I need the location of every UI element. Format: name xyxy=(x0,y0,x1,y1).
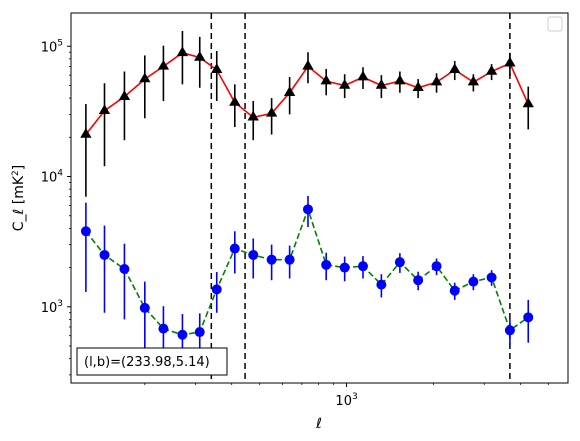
data-point xyxy=(468,276,479,287)
data-point xyxy=(449,285,460,296)
data-point xyxy=(139,302,150,313)
data-point xyxy=(139,72,151,83)
data-point xyxy=(320,74,332,85)
data-point xyxy=(119,264,130,275)
data-point xyxy=(523,312,534,323)
data-point xyxy=(80,128,92,138)
data-point xyxy=(99,249,110,260)
data-point xyxy=(194,50,206,61)
x-axis-label: ℓ xyxy=(315,416,322,432)
data-point xyxy=(431,261,442,272)
data-point xyxy=(394,74,406,85)
data-point xyxy=(504,56,516,67)
data-point xyxy=(284,254,295,265)
series-1 xyxy=(80,30,534,197)
data-point xyxy=(449,63,461,74)
data-point xyxy=(376,279,387,290)
data-point xyxy=(394,257,405,268)
y-tick-label: 104 xyxy=(41,169,64,186)
legend-box xyxy=(547,16,563,32)
data-point xyxy=(158,323,169,334)
data-point xyxy=(118,90,131,100)
data-point xyxy=(485,65,498,75)
plot-frame xyxy=(70,12,569,384)
y-tick-label: 103 xyxy=(41,299,63,316)
data-point xyxy=(211,284,222,295)
data-point xyxy=(229,243,240,254)
data-point xyxy=(486,272,497,283)
data-point xyxy=(80,226,91,237)
y-tick-label: 105 xyxy=(41,38,63,55)
data-point xyxy=(302,59,314,70)
data-point xyxy=(321,259,332,270)
data-point xyxy=(413,275,424,286)
data-point xyxy=(265,106,278,117)
data-point xyxy=(412,81,424,92)
data-point xyxy=(283,86,296,96)
x-tick-label: 103 xyxy=(335,392,357,409)
data-point xyxy=(157,59,170,70)
data-point xyxy=(194,327,205,338)
data-point xyxy=(375,78,388,89)
data-point xyxy=(504,325,515,336)
tick-layer: 103 104 105 103 xyxy=(41,38,549,409)
data-point xyxy=(176,46,189,57)
data-point xyxy=(247,110,259,121)
data-point xyxy=(522,97,534,108)
data-point xyxy=(357,70,369,81)
data-point xyxy=(339,262,350,273)
data-point xyxy=(177,329,188,340)
data-point xyxy=(467,75,480,86)
data-point xyxy=(229,96,241,106)
data-point xyxy=(430,75,443,86)
data-point xyxy=(357,261,368,272)
data-point xyxy=(339,78,351,89)
data-point xyxy=(302,204,313,215)
data-point xyxy=(248,249,259,260)
data-point xyxy=(211,63,223,74)
y-axis-label: C_ℓ [mK2] xyxy=(11,165,27,232)
annotation-text: (l,b)=(233.98,5.14) xyxy=(84,355,210,370)
data-point xyxy=(266,254,277,265)
data-point xyxy=(98,104,111,114)
annotation-box xyxy=(76,347,228,376)
